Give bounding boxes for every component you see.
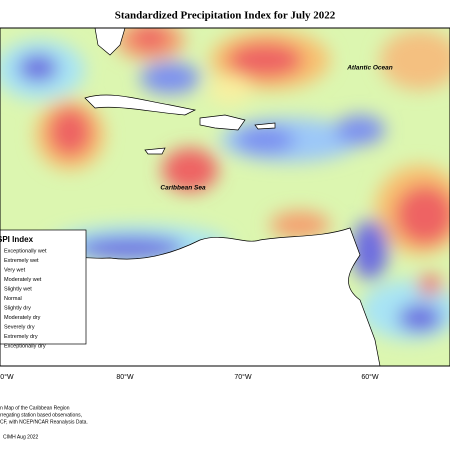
legend-item: Normal [4,296,22,302]
longitude-label: 60°W [361,373,379,381]
legend-item: Very wet [4,267,26,273]
legend-item: Slightly dry [4,305,31,311]
legend-title: SPI Index [0,235,34,244]
map-frame [0,27,450,367]
legend: SPI Index Exceptionally wet Extremely wet… [0,229,87,349]
ocean-label: Atlantic Ocean [346,65,393,72]
land [0,28,381,366]
legend-item: Severely dry [4,324,35,330]
longitude-label: 70°W [234,373,252,381]
credit: CIMH Aug 2022 [3,434,39,440]
sea-label: Caribbean Sea [160,185,206,192]
footnote: rregating station based observations, [0,412,82,418]
longitude-label: 90°W [0,373,14,381]
spi-map: Atlantic Ocean Caribbean Sea SPI Index E… [0,28,450,366]
longitude-label: 80°W [116,373,134,381]
footnote: CF, with NCEP/NCAR Reanalysis Data. [0,419,88,425]
legend-item: Moderately wet [4,277,42,283]
legend-item: Extremely wet [4,258,39,264]
legend-item: Slightly wet [4,286,32,292]
map-title: Standardized Precipitation Index for Jul… [115,10,336,22]
legend-item: Exceptionally dry [4,343,46,349]
legend-item: Exceptionally wet [4,248,47,254]
legend-item: Extremely dry [4,334,38,340]
legend-item: Moderately dry [4,315,41,321]
footnote: n Map of the Caribbean Region [0,405,70,411]
